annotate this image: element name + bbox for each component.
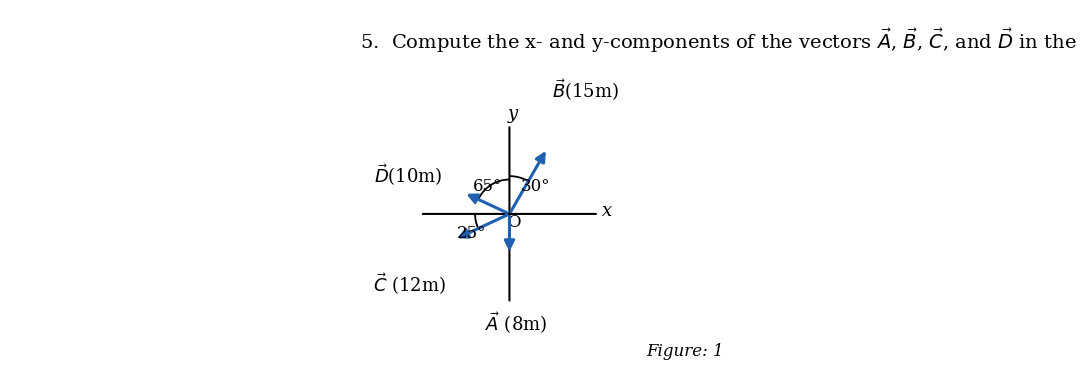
Text: 25°: 25° [457,225,486,242]
Text: $\vec{D}$(10m): $\vec{D}$(10m) [375,163,443,188]
Text: 30°: 30° [521,178,551,195]
Text: $\vec{B}$(15m): $\vec{B}$(15m) [552,77,619,103]
Text: 65°: 65° [473,178,502,195]
Text: $\vec{A}$ (8m): $\vec{A}$ (8m) [485,310,548,336]
Text: 5.  Compute the x- and y-components of the vectors $\vec{A}$, $\vec{B}$, $\vec{C: 5. Compute the x- and y-components of th… [361,27,1080,55]
Text: x: x [603,202,612,220]
Text: Figure: 1: Figure: 1 [646,343,724,360]
Text: O: O [508,214,521,231]
Text: $\vec{C}$ (12m): $\vec{C}$ (12m) [374,271,446,297]
Text: y: y [508,105,518,123]
